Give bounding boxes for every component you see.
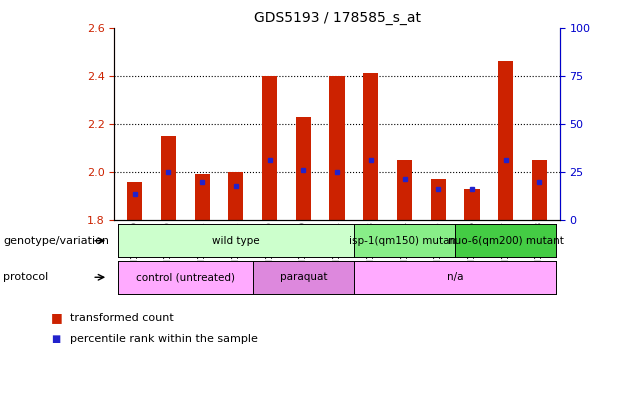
Bar: [464, 189, 480, 220]
Bar: [161, 136, 176, 220]
Text: paraquat: paraquat: [280, 272, 327, 282]
Text: wild type: wild type: [212, 236, 259, 246]
Title: GDS5193 / 178585_s_at: GDS5193 / 178585_s_at: [254, 11, 420, 25]
Text: control (untreated): control (untreated): [136, 272, 235, 282]
Bar: [431, 179, 446, 220]
Bar: [195, 174, 210, 220]
Text: genotype/variation: genotype/variation: [3, 236, 109, 246]
Bar: [127, 182, 142, 220]
Bar: [532, 160, 547, 220]
Bar: [498, 61, 513, 220]
Bar: [363, 73, 378, 220]
Text: nuo-6(qm200) mutant: nuo-6(qm200) mutant: [448, 236, 563, 246]
Text: ■: ■: [51, 334, 60, 344]
Text: protocol: protocol: [3, 272, 48, 282]
Text: percentile rank within the sample: percentile rank within the sample: [70, 334, 258, 344]
Text: n/a: n/a: [447, 272, 464, 282]
Bar: [296, 117, 311, 220]
Bar: [262, 75, 277, 220]
Bar: [329, 75, 345, 220]
Text: isp-1(qm150) mutant: isp-1(qm150) mutant: [349, 236, 460, 246]
Bar: [397, 160, 412, 220]
Bar: [228, 172, 244, 220]
Text: transformed count: transformed count: [70, 312, 174, 323]
Text: ■: ■: [51, 311, 62, 324]
